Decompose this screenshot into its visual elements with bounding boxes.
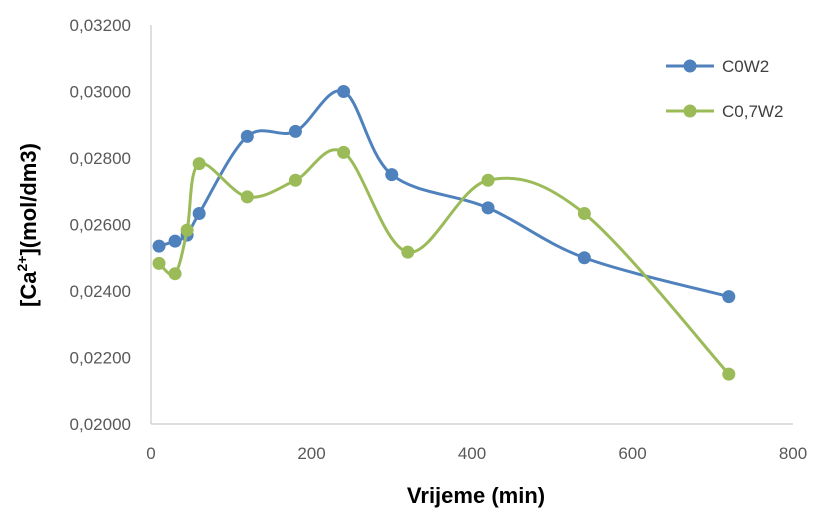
data-point-c0-7w2 xyxy=(401,245,415,259)
legend-marker-c0-7w2 xyxy=(683,104,697,118)
legend-item-c0w2: C0W2 xyxy=(666,57,769,76)
y-tick-label: 0,02800 xyxy=(70,149,131,168)
series-line-c0-7w2 xyxy=(157,148,731,376)
y-tick-label: 0,03000 xyxy=(70,83,131,102)
data-point-c0-7w2 xyxy=(240,190,254,204)
legend-marker-c0w2 xyxy=(683,59,697,73)
legend-label-c0-7w2: C0,7W2 xyxy=(722,102,783,121)
data-point-c0-7w2 xyxy=(337,145,351,159)
data-point-c0w2 xyxy=(385,168,399,182)
data-point-c0-7w2 xyxy=(180,223,194,237)
data-point-c0-7w2 xyxy=(288,173,302,187)
legend: C0W2 C0,7W2 xyxy=(666,57,783,121)
y-tick-label: 0,02000 xyxy=(70,415,131,434)
x-tick-label: 200 xyxy=(297,444,325,463)
y-axis-title-superscript: 2+ xyxy=(14,256,30,272)
data-point-c0w2 xyxy=(577,251,591,265)
x-tick-label: 600 xyxy=(618,444,646,463)
legend-label-c0w2: C0W2 xyxy=(722,57,769,76)
y-axis-title: [Ca2+](mol/dm3) xyxy=(14,143,41,307)
data-point-c0-7w2 xyxy=(577,207,591,221)
data-point-c0-7w2 xyxy=(192,157,206,171)
y-tick-label: 0,02600 xyxy=(70,216,131,235)
y-axis-title-part-2: ](mol/dm3) xyxy=(16,143,41,255)
data-point-c0-7w2 xyxy=(152,256,166,270)
y-tick-label: 0,03200 xyxy=(70,16,131,35)
y-axis-title-part-1: [Ca xyxy=(16,271,41,307)
y-tick-label: 0,02200 xyxy=(70,349,131,368)
x-tick-label: 800 xyxy=(779,444,807,463)
data-point-c0w2 xyxy=(481,201,495,215)
data-point-c0w2 xyxy=(152,239,166,253)
x-axis-title: Vrijeme (min) xyxy=(407,483,545,508)
x-tick-label: 0 xyxy=(146,444,155,463)
data-point-c0w2 xyxy=(337,85,351,98)
x-tick-label: 400 xyxy=(458,444,486,463)
data-point-c0-7w2 xyxy=(722,367,736,381)
data-point-c0-7w2 xyxy=(168,267,182,281)
series-layer xyxy=(152,85,736,381)
series-c0-7w2 xyxy=(152,145,736,381)
data-point-c0w2 xyxy=(192,207,206,221)
data-point-c0-7w2 xyxy=(481,173,495,187)
y-tick-label: 0,02400 xyxy=(70,282,131,301)
legend-item-c0-7w2: C0,7W2 xyxy=(666,102,783,121)
axes-layer: 0,02000 0,02200 0,02400 0,02600 0,02800 0,030… xyxy=(70,16,808,463)
data-point-c0w2 xyxy=(240,129,254,143)
data-point-c0w2 xyxy=(168,234,182,248)
data-point-c0w2 xyxy=(288,124,302,138)
series-c0w2 xyxy=(152,85,736,304)
data-point-c0w2 xyxy=(722,290,736,304)
